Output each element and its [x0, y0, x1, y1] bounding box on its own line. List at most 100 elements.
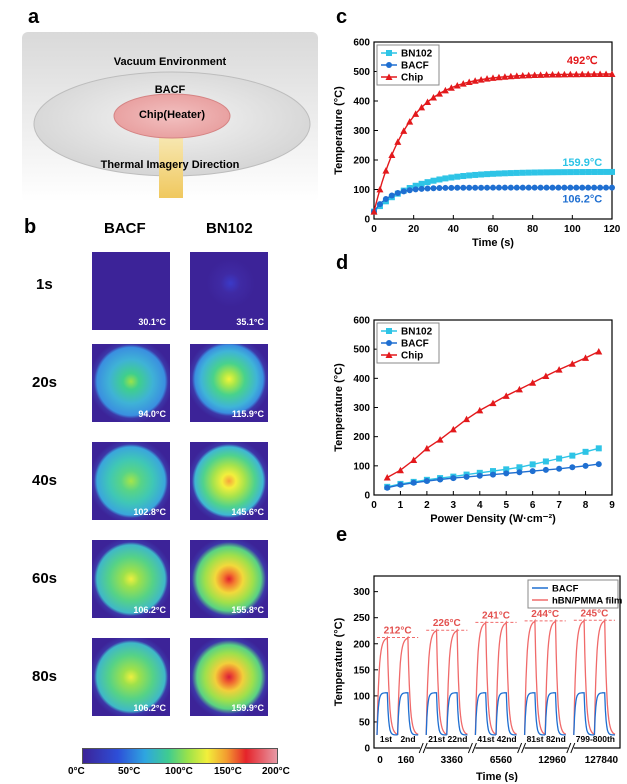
y-tick-label: 600 [353, 38, 370, 49]
data-point [396, 466, 404, 474]
data-point [472, 184, 479, 191]
series-line-hbn [593, 618, 616, 736]
data-point [436, 176, 443, 183]
data-point [410, 456, 418, 463]
x-tick-label: 60 [487, 224, 499, 235]
data-point [529, 468, 536, 475]
series-line-hbn [544, 618, 567, 736]
data-point [555, 184, 562, 191]
temperature-label: 94.0°C [138, 409, 166, 419]
legend-label: BACF [401, 339, 429, 350]
x-tick-label: 1 [398, 500, 404, 511]
data-point [397, 481, 404, 488]
data-point [542, 458, 549, 465]
data-point [603, 168, 610, 175]
data-point [406, 118, 414, 125]
data-point [400, 188, 407, 195]
data-point [585, 169, 592, 176]
x-tick-label: 0 [371, 500, 377, 511]
data-point [537, 71, 545, 78]
x-tick-label: 5 [503, 500, 509, 511]
data-point [591, 168, 598, 175]
data-point [412, 110, 420, 117]
data-point [453, 82, 461, 89]
data-point [460, 184, 467, 191]
data-point [513, 184, 520, 191]
temperature-label: 35.1°C [236, 317, 264, 327]
peak-label: 226°C [433, 618, 461, 629]
chart-d: 0 1 2 3 4 5 6 7 8 9 0 100 200 300 400 500 600 Power Densi… [333, 316, 615, 526]
colorbar-tick: 200°C [262, 766, 290, 777]
peak-label: 245°C [580, 608, 608, 619]
x-tick-label: 160 [398, 755, 415, 766]
y-tick-label: 400 [353, 374, 370, 385]
y-tick-label: 0 [364, 215, 370, 226]
legend-label: BACF [401, 61, 429, 72]
data-point [489, 74, 497, 81]
data-point [542, 372, 550, 379]
thermal-image-bn102-1s: 35.1°C [190, 252, 268, 330]
data-point [531, 169, 538, 176]
data-point [490, 170, 496, 177]
temperature-label: 106.2°C [133, 605, 166, 615]
x-tick-label: 127840 [585, 755, 619, 766]
data-point [495, 184, 502, 191]
series-line-hbn [523, 618, 546, 736]
data-point [410, 479, 417, 486]
x-tick-label: 7 [556, 500, 562, 511]
data-point [501, 73, 509, 80]
data-point [418, 180, 425, 187]
axis-break [517, 742, 523, 754]
data-point [516, 464, 523, 471]
data-point [573, 169, 580, 176]
data-point [385, 351, 393, 358]
direction-label: Thermal Imagery Direction [100, 159, 240, 171]
y-tick-label: 0 [364, 491, 370, 502]
x-tick-label: 100 [564, 224, 581, 235]
data-point [423, 444, 431, 452]
y-tick-label: 150 [353, 665, 370, 676]
x-tick-label: 6 [530, 500, 536, 511]
axis-break [418, 742, 424, 754]
axis-break-gap [420, 743, 427, 753]
x-tick-label: 8 [583, 500, 589, 511]
temperature-label: 106.2°C [133, 703, 166, 713]
data-point [507, 72, 515, 80]
data-point [502, 392, 510, 399]
data-point [555, 366, 563, 373]
chart-e: 0 50 100 150 200 250 300 Temperature (°C) Time (… [333, 575, 622, 782]
axis-break [521, 742, 527, 754]
data-point [384, 484, 391, 491]
axis-break [467, 742, 473, 754]
annotation-bacf: 106.2°C [562, 194, 602, 206]
x-tick-label: 12960 [538, 755, 566, 766]
data-point [531, 184, 538, 191]
data-point [424, 179, 431, 186]
axis-break-gap [518, 743, 525, 753]
data-point [471, 77, 479, 84]
data-point [507, 170, 514, 177]
x-axis-label: Time (s) [476, 771, 518, 782]
cycle-label: 81st 82nd [527, 734, 566, 744]
data-point [529, 379, 537, 386]
series-line-bacf [523, 692, 546, 736]
data-point [476, 472, 483, 479]
data-point [376, 185, 384, 193]
x-tick-label: 3 [451, 500, 457, 511]
data-point [596, 70, 604, 78]
legend-label: Chip [401, 73, 423, 84]
data-point [490, 468, 496, 475]
data-point [597, 184, 604, 191]
data-point [507, 184, 514, 191]
data-point [542, 466, 549, 473]
temperature-label: 115.9°C [231, 409, 264, 419]
data-point [386, 62, 392, 68]
data-point [435, 90, 443, 97]
data-point [602, 70, 610, 78]
data-point [442, 184, 449, 191]
thermal-image-bn102-60s: 155.8°C [190, 540, 268, 618]
x-tick-label: 9 [609, 500, 615, 511]
data-point [529, 461, 536, 468]
data-point [484, 171, 491, 178]
colorbar-tick: 0°C [68, 766, 85, 777]
